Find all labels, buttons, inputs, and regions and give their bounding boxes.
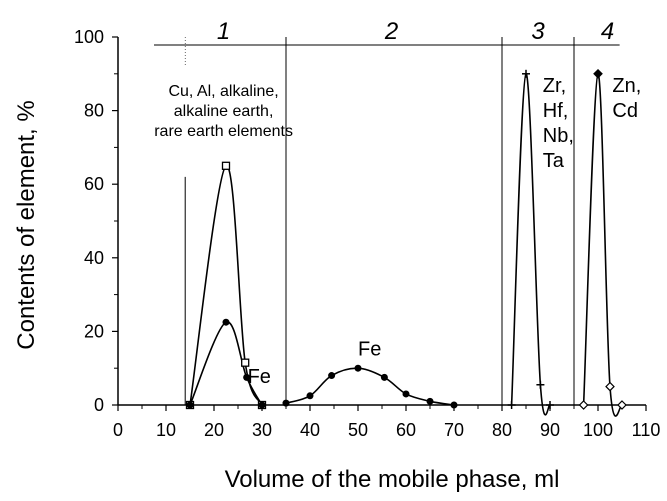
- annotation: Zn, Cd: [612, 75, 641, 122]
- annotation-line: Fe: [358, 338, 381, 360]
- annotation-line: alkaline earth,: [174, 103, 274, 120]
- annotation-line: Ta: [543, 150, 565, 172]
- axes: 0 10 20 30 40 50 60 70 80 90 100 110 0 20 40 60 80 100: [74, 27, 660, 440]
- annotation-line: Zn,: [612, 75, 641, 97]
- circle-marker: [306, 392, 314, 400]
- x-tick-label: 80: [492, 420, 512, 440]
- diamond-marker: [605, 381, 615, 392]
- annotation-line: Zr,: [543, 75, 566, 97]
- square-marker: [241, 358, 250, 367]
- x-tick-label: 0: [113, 420, 123, 440]
- annotation-line: Fe: [248, 366, 271, 388]
- diamond-marker: [578, 400, 589, 410]
- circle-marker: [402, 390, 410, 398]
- annotation-line: rare earth elements: [154, 123, 293, 140]
- plus-marker: [546, 401, 554, 409]
- y-tick-label: 40: [84, 248, 104, 268]
- circle-marker: [328, 372, 336, 380]
- circle-marker: [222, 318, 230, 326]
- diamond-marker: [593, 68, 603, 79]
- y-tick-label: 100: [74, 27, 104, 47]
- series-group: [185, 68, 627, 417]
- series-line-4: [510, 72, 551, 416]
- annotation-line: Hf,: [543, 100, 569, 122]
- x-tick-label: 90: [540, 420, 560, 440]
- x-tick-label: 40: [300, 420, 320, 440]
- zone-number: 3: [531, 18, 545, 45]
- annotation-line: Cu, Al, alkaline,: [168, 83, 278, 100]
- annotations: Cu, Al, alkaline, alkaline earth, rare ear…: [154, 75, 641, 388]
- x-tick-label: 50: [348, 420, 368, 440]
- zone-number: 1: [217, 18, 230, 45]
- annotation: Fe: [358, 338, 381, 360]
- y-tick-label: 80: [84, 101, 104, 121]
- circle-marker: [380, 373, 388, 381]
- diamond-marker: [617, 400, 627, 410]
- annotation-line: Nb,: [543, 125, 574, 147]
- zone-boundaries: 1 2 3 4: [154, 18, 620, 405]
- plus-marker: [536, 380, 545, 389]
- circle-marker: [243, 373, 251, 381]
- y-axis-title: Contents of element, %: [13, 100, 40, 349]
- x-tick-label: 20: [204, 420, 224, 440]
- x-tick-label: 70: [444, 420, 464, 440]
- square-marker: [221, 161, 231, 170]
- zone-number: 4: [601, 18, 614, 45]
- y-tick-label: 60: [84, 174, 104, 194]
- x-tick-label: 100: [583, 420, 613, 440]
- series-line-2: [189, 321, 263, 406]
- annotation: Cu, Al, alkaline, alkaline earth, rare ear…: [154, 83, 293, 140]
- annotation: Zr, Hf, Nb, Ta: [543, 75, 574, 172]
- annotation: Fe: [248, 366, 271, 388]
- circle-marker: [258, 401, 266, 409]
- x-axis-title: Volume of the mobile phase, ml: [225, 466, 560, 493]
- zone-number: 2: [384, 18, 398, 45]
- y-tick-label: 0: [94, 395, 104, 415]
- y-tick-label: 20: [84, 321, 104, 341]
- plus-marker: [522, 69, 530, 78]
- x-tick-label: 10: [156, 420, 176, 440]
- circle-marker: [282, 399, 290, 407]
- plus-marker: [507, 401, 516, 409]
- x-tick-label: 110: [632, 420, 661, 440]
- circle-marker: [426, 397, 434, 405]
- circle-marker: [450, 401, 458, 409]
- annotation-line: Cd: [612, 100, 638, 122]
- circle-marker: [186, 401, 194, 409]
- x-tick-label: 60: [396, 420, 416, 440]
- x-tick-label: 30: [252, 420, 272, 440]
- circle-marker: [354, 364, 362, 372]
- series-line-5: [582, 72, 623, 417]
